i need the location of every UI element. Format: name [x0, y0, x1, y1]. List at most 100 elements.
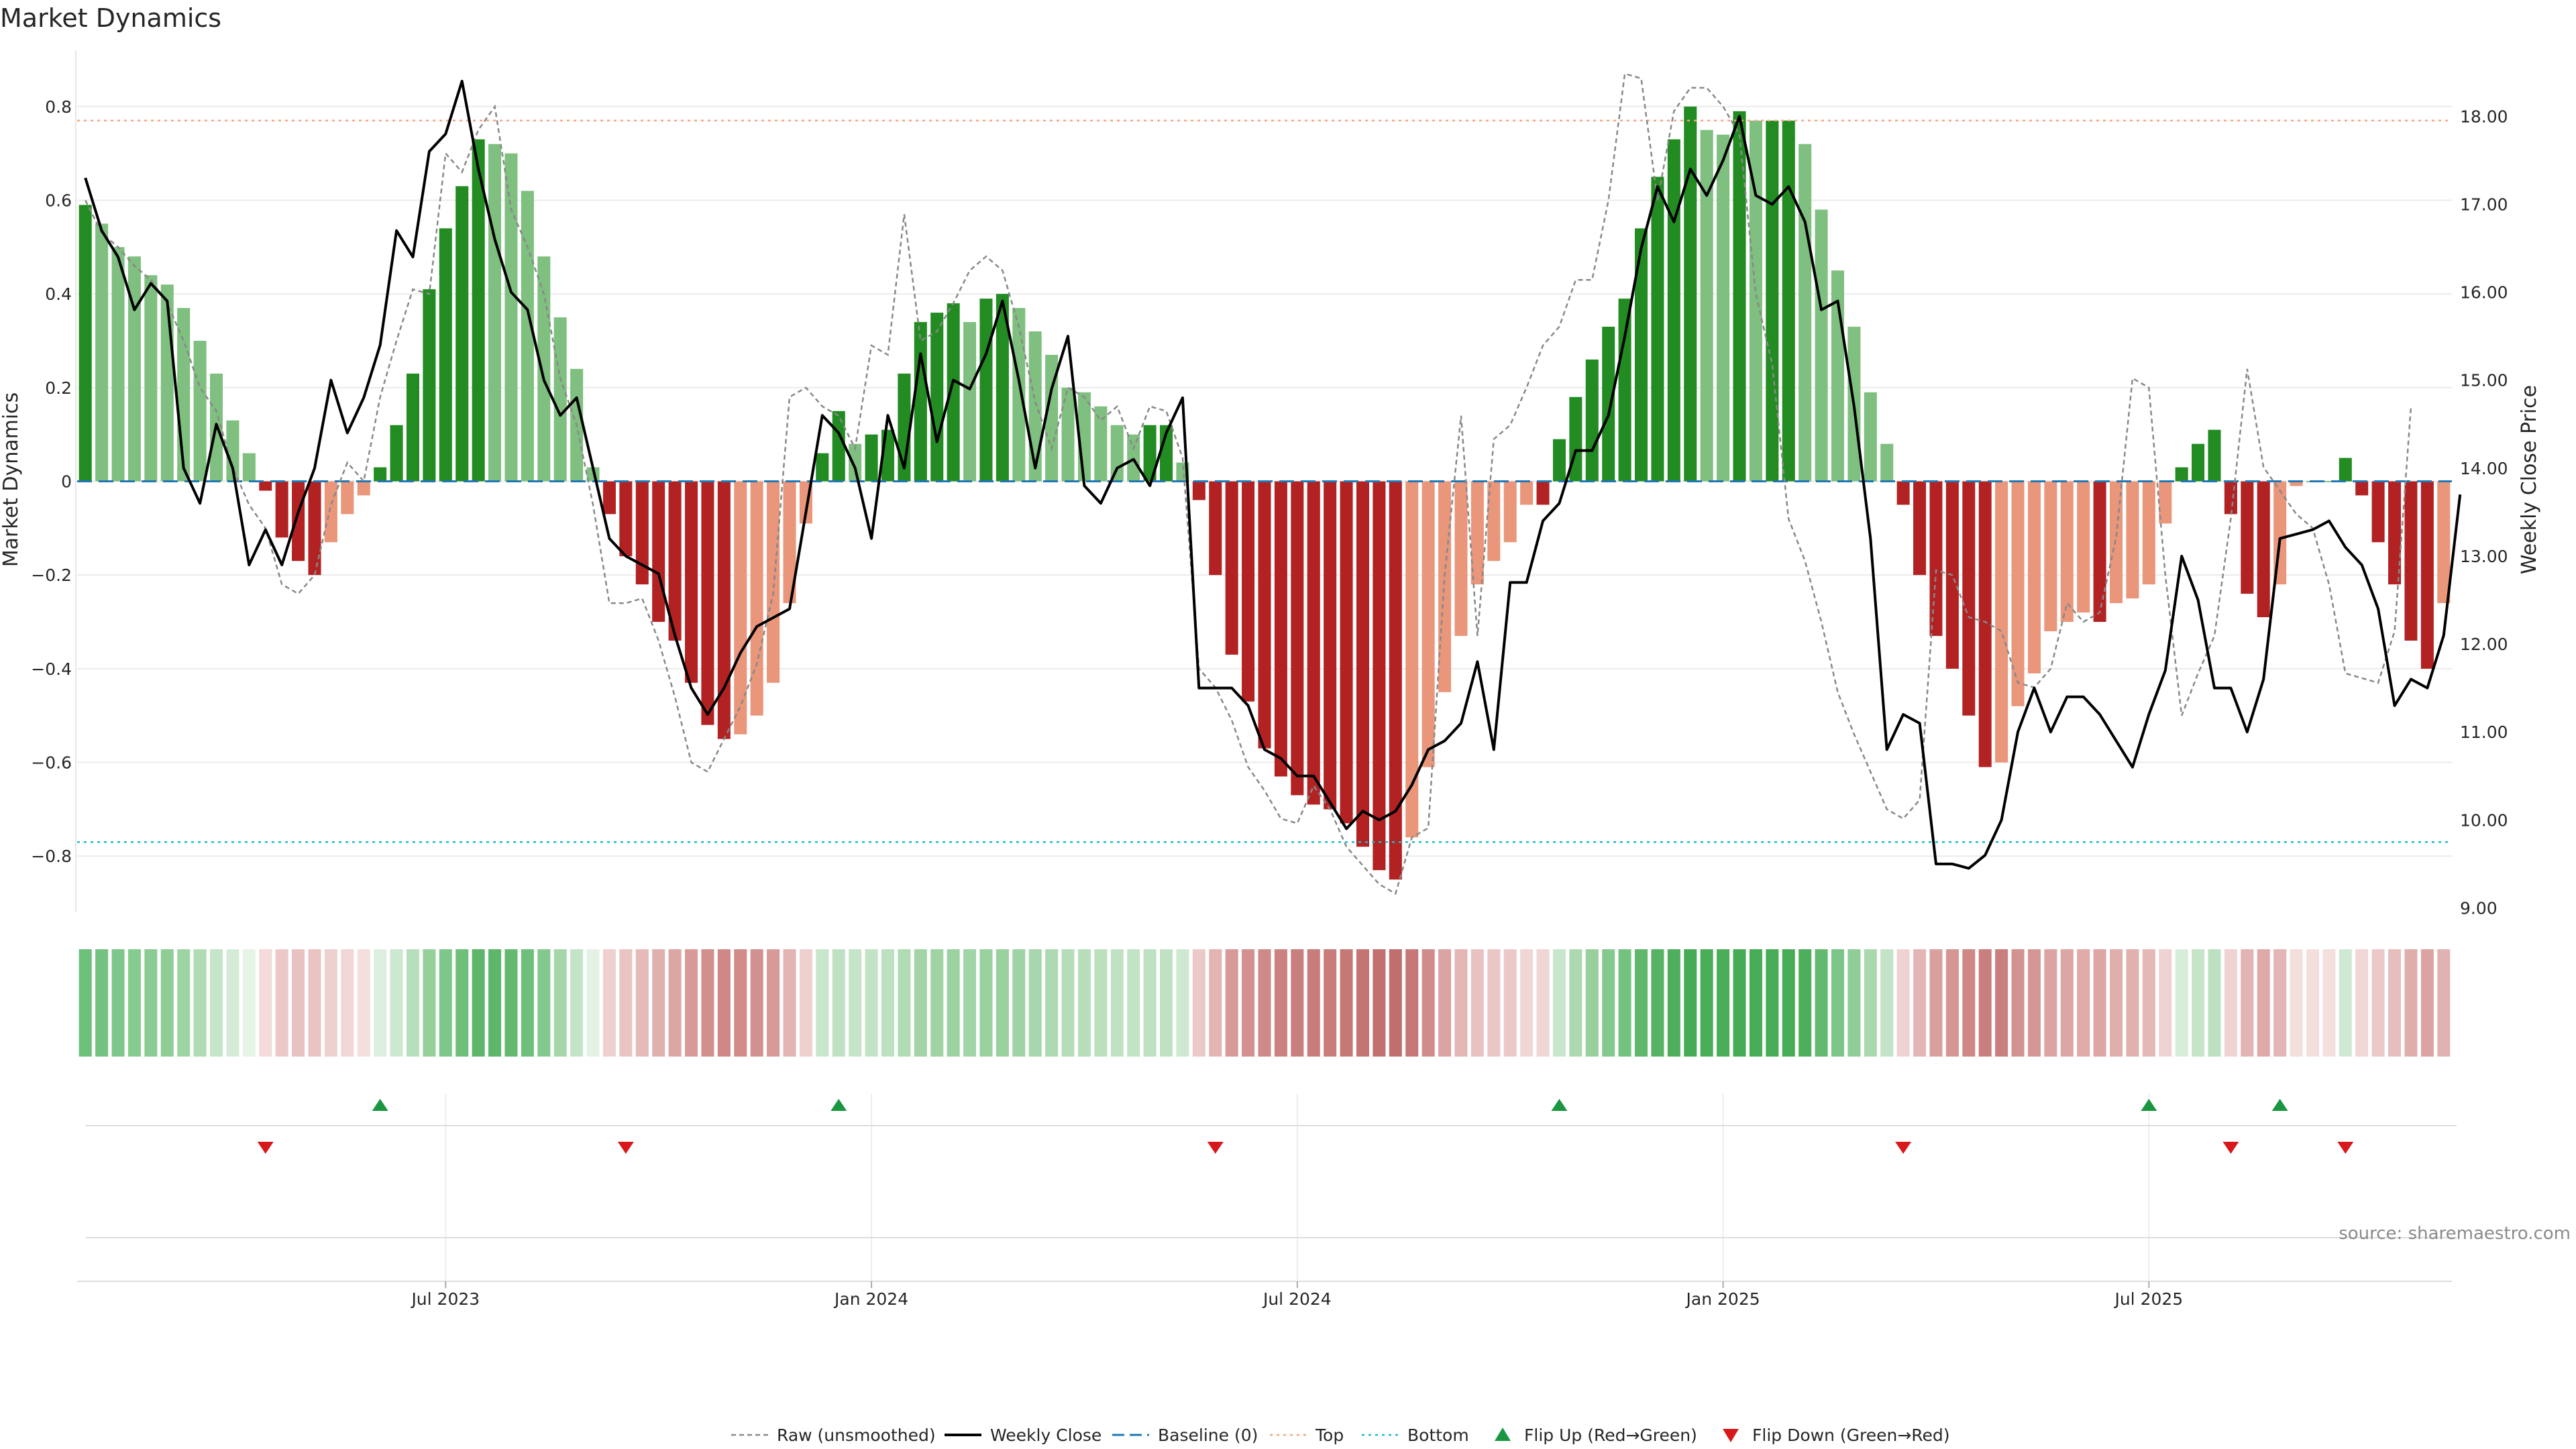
heat-cell — [914, 949, 927, 1057]
dynamics-bar — [553, 317, 567, 482]
dynamics-bar — [750, 481, 763, 716]
momentum-heat-strip — [78, 949, 2451, 1057]
x-tick-label: Jan 2025 — [1685, 1289, 1760, 1309]
heat-cell — [2109, 949, 2123, 1057]
heat-cell — [308, 949, 321, 1057]
right-tick-label: 18.00 — [2460, 107, 2508, 126]
heat-cell — [193, 949, 207, 1057]
dynamics-bar — [1405, 481, 1419, 838]
dynamics-bar — [341, 481, 354, 515]
heat-cell — [488, 949, 502, 1057]
x-tick-label: Jul 2023 — [410, 1289, 480, 1309]
dynamics-bar — [1110, 425, 1124, 482]
heat-cell — [734, 949, 747, 1057]
heat-cell — [586, 949, 600, 1057]
dynamics-bar — [1061, 387, 1075, 482]
heat-cell — [2404, 949, 2418, 1057]
right-tick-label: 11.00 — [2460, 722, 2508, 742]
heat-cell — [1634, 949, 1648, 1057]
dynamics-bar — [2224, 481, 2237, 515]
heat-cell — [1552, 949, 1566, 1057]
heat-cell — [2159, 949, 2172, 1057]
dynamics-bar — [1470, 481, 1484, 585]
dynamics-bar — [357, 481, 370, 496]
heat-cell — [341, 949, 354, 1057]
heat-cell — [1618, 949, 1631, 1057]
dynamics-bar — [1307, 481, 1320, 805]
dynamics-bar — [1094, 406, 1108, 482]
heat-cell — [2077, 949, 2090, 1057]
heat-cell — [816, 949, 829, 1057]
heat-cell — [2175, 949, 2188, 1057]
dynamics-bar — [455, 186, 469, 482]
dynamics-bar — [1503, 481, 1517, 543]
heat-cell — [898, 949, 911, 1057]
heat-cell — [947, 949, 960, 1057]
dynamics-bar — [374, 467, 387, 482]
heat-cell — [652, 949, 665, 1057]
legend-label: Top — [1315, 1426, 1344, 1445]
heat-cell — [259, 949, 272, 1057]
left-y-axis: 0.8 0.6 0.4 0.2 0 −0.2 −0.4 −0.6 −0.8 — [31, 50, 76, 912]
dynamics-bar — [390, 425, 403, 482]
dynamics-bar — [783, 481, 796, 604]
dynamics-bar — [2093, 481, 2106, 623]
heat-cell — [1274, 949, 1287, 1057]
dynamics-bar — [2208, 429, 2221, 482]
heat-cell — [1913, 949, 1927, 1057]
heat-cell — [1520, 949, 1534, 1057]
heat-cell — [1454, 949, 1468, 1057]
right-tick-label: 10.00 — [2460, 810, 2508, 830]
dynamics-bar — [717, 481, 731, 739]
flip-up-marker — [1551, 1099, 1568, 1111]
heat-cell — [1373, 949, 1386, 1057]
dynamics-bar — [2060, 481, 2074, 623]
dynamics-bar — [734, 481, 747, 735]
heat-cell — [1225, 949, 1238, 1057]
dynamics-bar — [2339, 458, 2352, 482]
heat-cell — [1012, 949, 1026, 1057]
dynamics-bar — [1782, 120, 1795, 482]
heat-cell — [2322, 949, 2336, 1057]
heat-cell — [2437, 949, 2451, 1057]
dynamics-bar — [816, 453, 829, 482]
legend-label: Baseline (0) — [1158, 1426, 1258, 1445]
heat-cell — [374, 949, 387, 1057]
heat-cell — [1749, 949, 1762, 1057]
heat-cell — [1717, 949, 1730, 1057]
flip-up-marker — [830, 1099, 847, 1111]
heat-cell — [127, 949, 141, 1057]
heat-cell — [78, 949, 92, 1057]
heat-cell — [1324, 949, 1337, 1057]
dynamics-bar — [979, 299, 993, 482]
dynamics-bar — [1373, 481, 1386, 871]
dynamics-bar — [1324, 481, 1337, 810]
heat-cell — [635, 949, 649, 1057]
dynamics-bar — [602, 481, 616, 515]
dynamics-bar — [1995, 481, 2008, 763]
heat-cell — [209, 949, 223, 1057]
heat-cell — [1929, 949, 1943, 1057]
heat-cell — [1176, 949, 1189, 1057]
legend-swatch — [1495, 1428, 1511, 1441]
dynamics-bar — [1454, 481, 1468, 636]
dynamics-bar — [292, 481, 305, 561]
legend-label: Flip Down (Green→Red) — [1752, 1426, 1950, 1445]
heat-cell — [553, 949, 567, 1057]
flip-down-marker — [617, 1142, 634, 1154]
left-tick-label: 0.2 — [45, 378, 72, 398]
flip-down-marker — [1207, 1142, 1224, 1154]
dynamics-bar — [2175, 467, 2188, 482]
heat-cell — [423, 949, 436, 1057]
heat-cell — [1405, 949, 1419, 1057]
flip-up-marker — [2271, 1099, 2288, 1111]
left-axis-label: Market Dynamics — [0, 392, 23, 568]
dynamics-bar — [767, 481, 780, 683]
dynamics-bar — [324, 481, 337, 543]
flip-down-marker — [1895, 1142, 1912, 1154]
heat-cell — [570, 949, 584, 1057]
left-tick-label: 0.6 — [45, 191, 72, 210]
heat-cell — [2044, 949, 2057, 1057]
left-tick-label: −0.8 — [31, 847, 72, 866]
